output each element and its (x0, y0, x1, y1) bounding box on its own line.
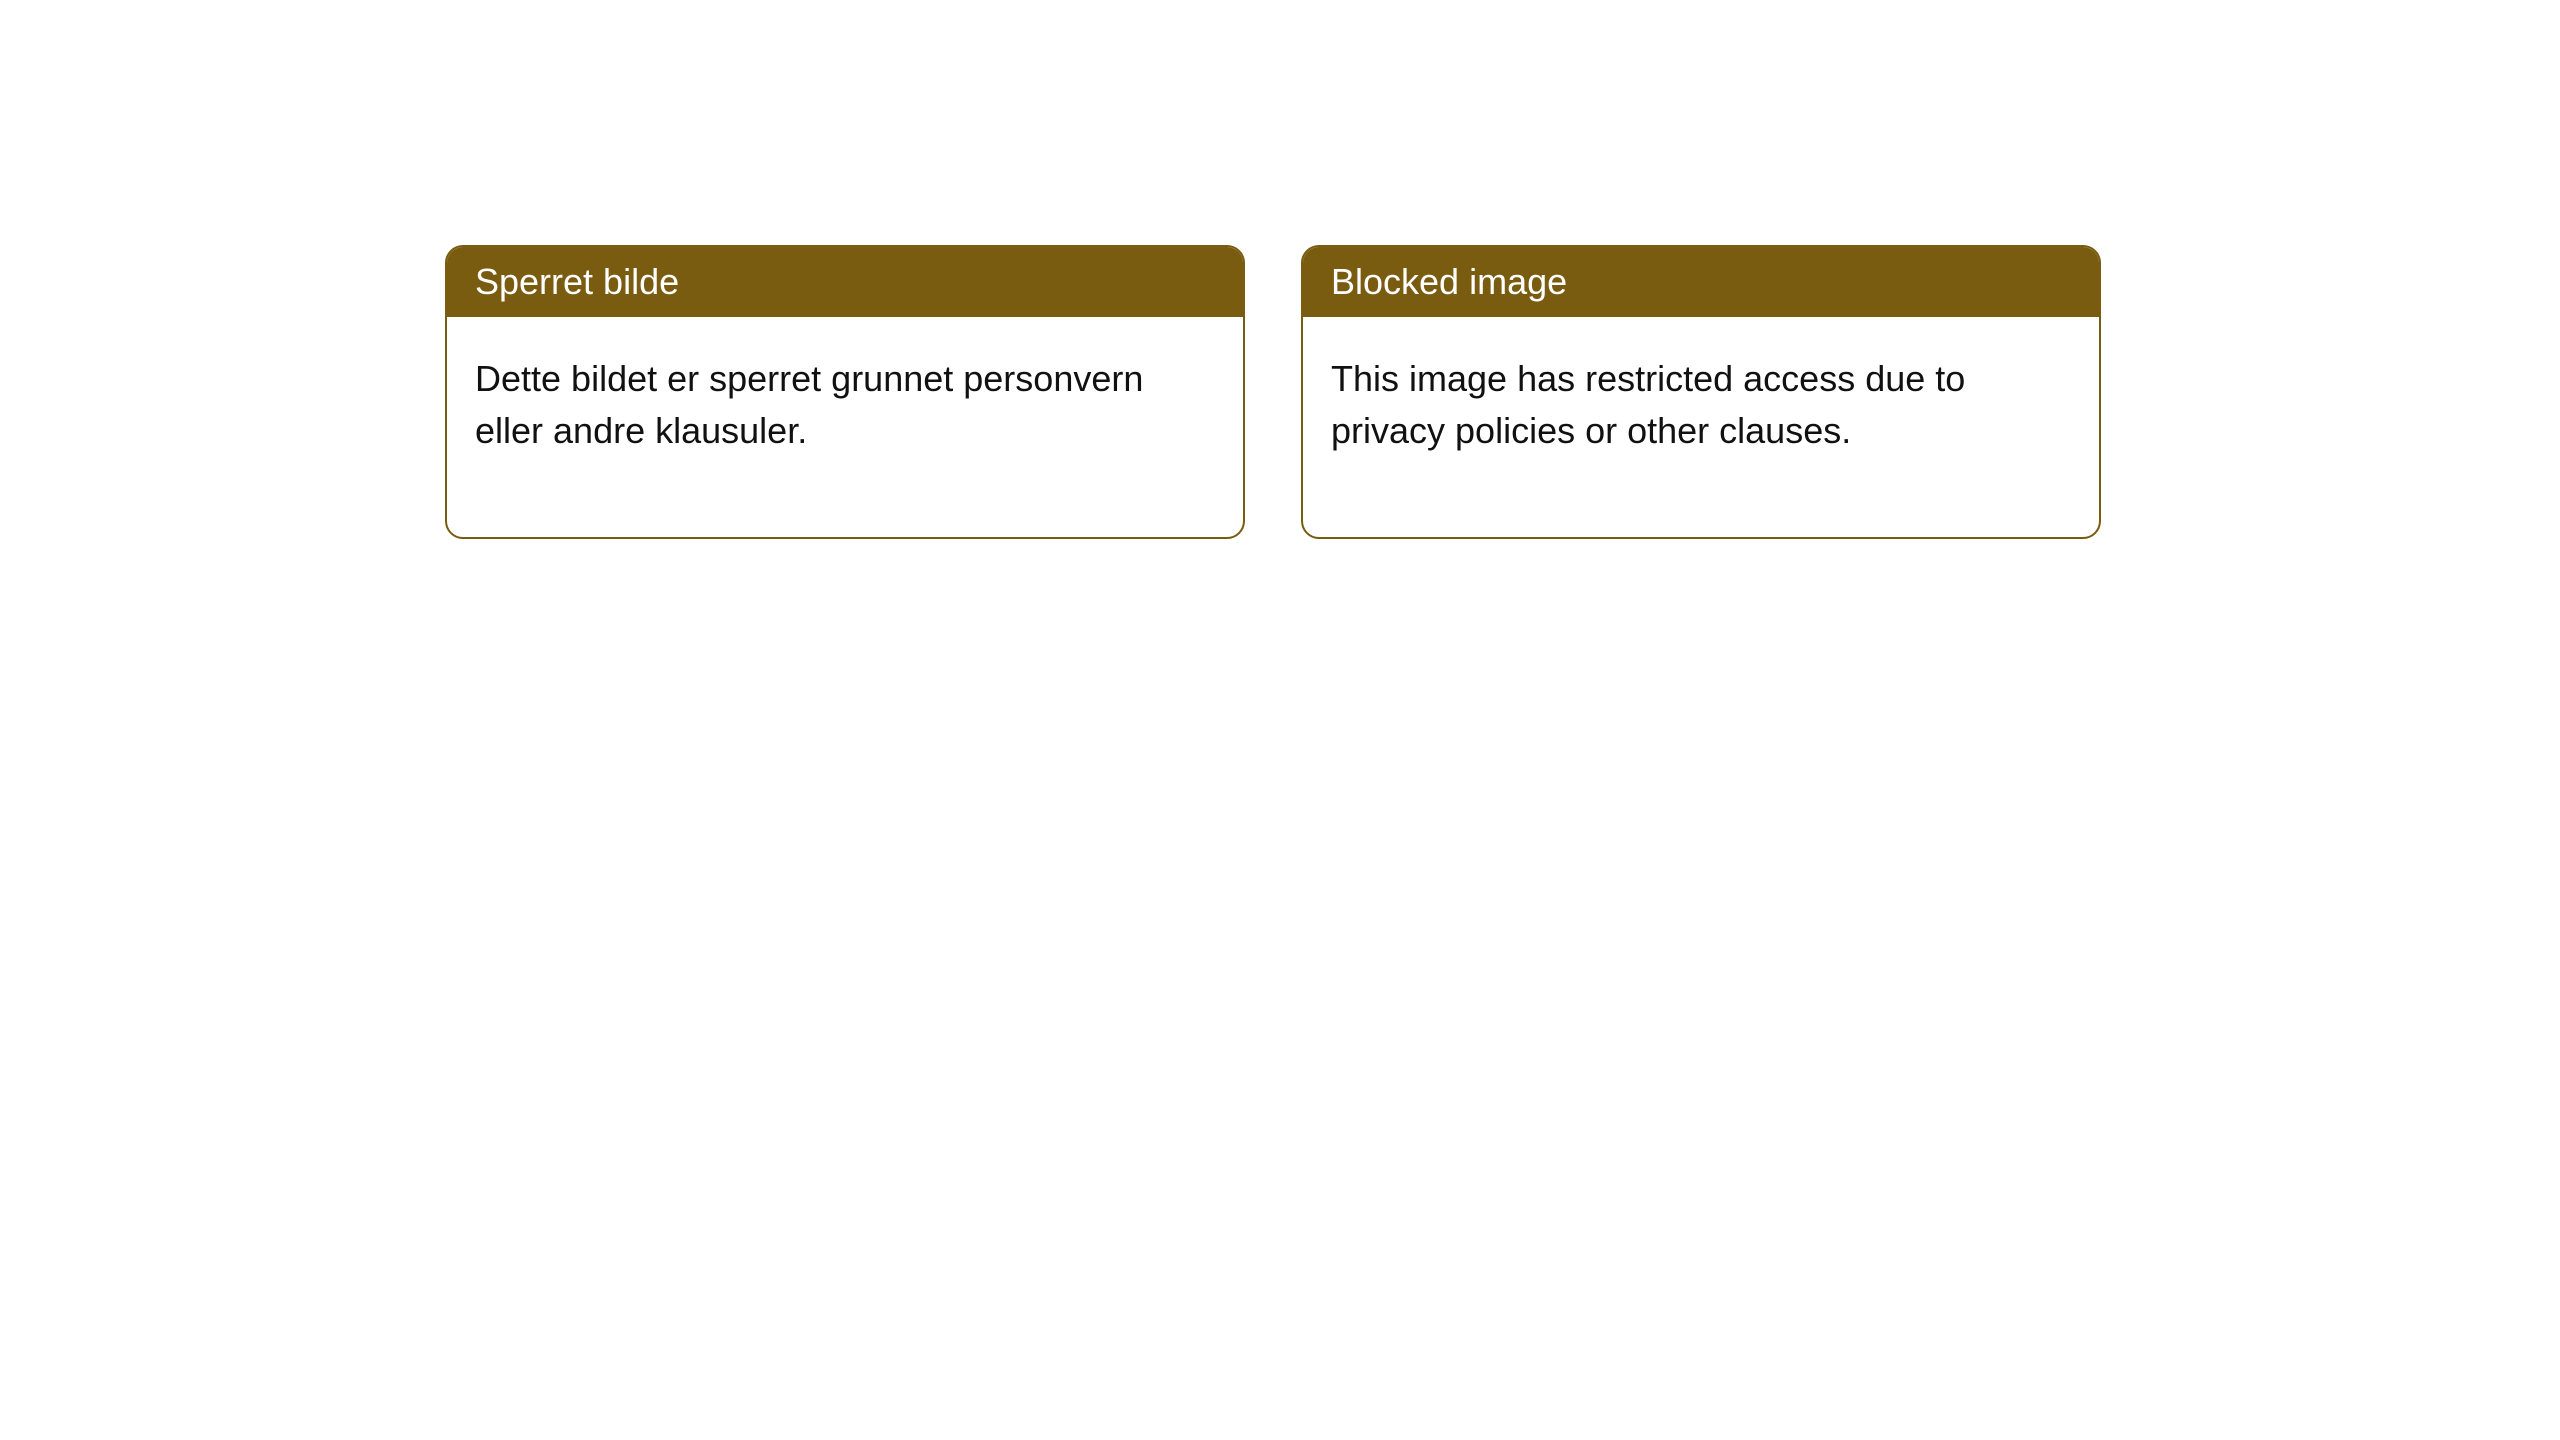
notice-card-message: This image has restricted access due to … (1331, 353, 2071, 457)
notice-card-english: Blocked image This image has restricted … (1301, 245, 2101, 539)
notice-card-norwegian: Sperret bilde Dette bildet er sperret gr… (445, 245, 1245, 539)
notice-card-title: Blocked image (1331, 261, 1567, 302)
notice-card-title: Sperret bilde (475, 261, 679, 302)
notice-card-header: Blocked image (1303, 247, 2099, 317)
notice-cards-container: Sperret bilde Dette bildet er sperret gr… (445, 245, 2101, 539)
notice-card-body: Dette bildet er sperret grunnet personve… (447, 317, 1243, 537)
notice-card-header: Sperret bilde (447, 247, 1243, 317)
notice-card-body: This image has restricted access due to … (1303, 317, 2099, 537)
notice-card-message: Dette bildet er sperret grunnet personve… (475, 353, 1215, 457)
